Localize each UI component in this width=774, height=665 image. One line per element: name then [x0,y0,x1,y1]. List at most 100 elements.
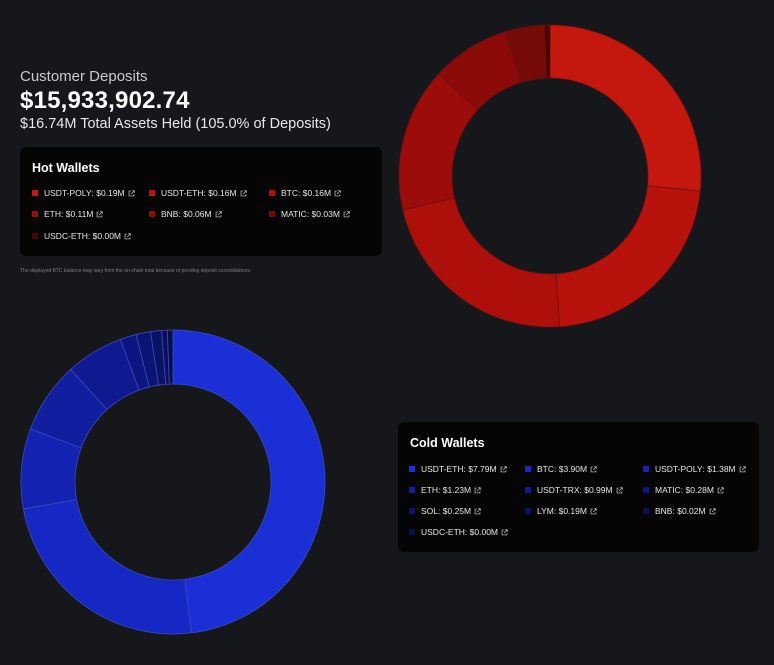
legend-swatch [643,466,649,472]
legend-value: $1.38M [707,464,736,474]
legend-label: USDT-POLY [655,464,703,474]
legend-item-usdt-poly[interactable]: USDT-POLY: $0.19M [32,188,135,198]
legend-label: USDT-TRX [537,485,580,495]
legend-value: $7.79M [468,464,497,474]
legend-item-usdt-poly[interactable]: USDT-POLY: $1.38M [643,464,746,474]
external-link-icon[interactable] [501,528,508,536]
legend-label: USDT-POLY [44,188,92,198]
external-link-icon[interactable] [343,210,350,218]
external-link-icon[interactable] [739,465,746,473]
total-deposits-value: $15,933,902.74 [20,87,190,114]
legend-value: $0.99M [584,485,613,495]
legend-item-usdt-trx[interactable]: USDT-TRX: $0.99M [525,485,623,495]
legend-item-btc[interactable]: BTC: $3.90M [525,464,597,474]
legend-value: $0.02M [677,506,706,516]
legend-swatch [269,211,275,217]
external-link-icon[interactable] [128,189,135,197]
legend-label: USDC-ETH [44,231,88,241]
legend-item-usdt-eth[interactable]: USDT-ETH: $0.16M [149,188,247,198]
legend-item-usdt-eth[interactable]: USDT-ETH: $7.79M [409,464,507,474]
legend-item-bnb[interactable]: BNB: $0.06M [149,209,222,219]
legend-item-matic[interactable]: MATIC: $0.03M [269,209,350,219]
btc-balance-disclaimer: The displayed BTC balance may vary from … [20,268,252,274]
external-link-icon[interactable] [124,232,131,240]
total-assets-summary: $16.74M Total Assets Held (105.0% of Dep… [20,116,331,132]
legend-separator: : [438,485,443,495]
donut-slice-btc[interactable] [22,498,192,635]
legend-value: $0.11M [65,209,94,219]
deposits-subtitle: Customer Deposits [20,68,148,85]
legend-swatch [643,487,649,493]
cold-wallets-title: Cold Wallets [410,436,485,450]
donut-slice-usdc-eth[interactable] [166,329,174,385]
external-link-icon[interactable] [240,189,247,197]
legend-separator: : [203,188,209,198]
legend-value: $0.25M [442,506,472,516]
donut-slice-btc[interactable] [402,197,560,328]
legend-value: $0.03M [311,209,340,219]
legend-swatch [32,190,38,196]
external-link-icon[interactable] [215,210,222,218]
legend-item-lym[interactable]: LYM: $0.19M [525,506,597,516]
cold-wallets-donut [20,329,326,635]
donut-slice-usdt-eth[interactable] [555,185,701,328]
external-link-icon[interactable] [474,507,481,515]
legend-label: LYM [537,506,554,516]
legend-item-usdc-eth[interactable]: USDC-ETH: $0.00M [32,231,131,241]
external-link-icon[interactable] [590,465,597,473]
legend-swatch [525,466,531,472]
legend-swatch [269,190,275,196]
legend-swatch [409,529,415,535]
legend-separator: : [464,527,470,537]
legend-separator: : [579,485,585,495]
legend-item-usdc-eth[interactable]: USDC-ETH: $0.00M [409,527,508,537]
external-link-icon[interactable] [709,507,716,515]
legend-swatch [409,508,415,514]
legend-swatch [525,487,531,493]
legend-label: ETH [421,485,438,495]
legend-separator: : [672,506,678,516]
legend-separator: : [178,209,184,219]
hot-wallets-legend: Hot Wallets USDT-POLY: $0.19M USDT-ETH: $… [20,147,382,256]
legend-label: ETH [44,209,61,219]
external-link-icon[interactable] [474,486,481,494]
external-link-icon[interactable] [590,507,597,515]
donut-slice-usdc-eth[interactable] [543,24,551,79]
legend-label: BNB [655,506,673,516]
legend-swatch [149,190,155,196]
legend-value: $3.90M [558,464,588,474]
legend-separator: : [463,464,469,474]
legend-separator: : [91,188,97,198]
legend-separator: : [306,209,312,219]
legend-separator: : [680,485,686,495]
legend-item-btc[interactable]: BTC: $0.16M [269,188,341,198]
legend-label: BNB [161,209,179,219]
legend-value: $0.19M [96,188,125,198]
external-link-icon[interactable] [616,486,623,494]
legend-value: $0.16M [208,188,237,198]
legend-separator: : [61,209,66,219]
external-link-icon[interactable] [500,465,507,473]
legend-swatch [409,466,415,472]
legend-separator: : [702,464,708,474]
legend-label: USDT-ETH [421,464,464,474]
legend-label: BTC [281,188,298,198]
legend-value: $0.00M [92,231,122,241]
legend-item-bnb[interactable]: BNB: $0.02M [643,506,716,516]
external-link-icon[interactable] [717,486,724,494]
legend-label: SOL [421,506,439,516]
legend-separator: : [553,506,559,516]
legend-value: $0.06M [183,209,212,219]
legend-separator: : [298,188,303,198]
legend-item-matic[interactable]: MATIC: $0.28M [643,485,724,495]
legend-item-eth[interactable]: ETH: $1.23M [409,485,481,495]
external-link-icon[interactable] [96,210,104,218]
legend-label: USDC-ETH [421,527,465,537]
legend-swatch [149,211,155,217]
donut-slice-usdt-eth[interactable] [172,329,326,634]
hot-wallets-donut [398,24,702,328]
external-link-icon[interactable] [334,189,341,197]
donut-slice-usdt-poly[interactable] [549,24,702,192]
legend-item-sol[interactable]: SOL: $0.25M [409,506,481,516]
legend-item-eth[interactable]: ETH: $0.11M [32,209,104,219]
